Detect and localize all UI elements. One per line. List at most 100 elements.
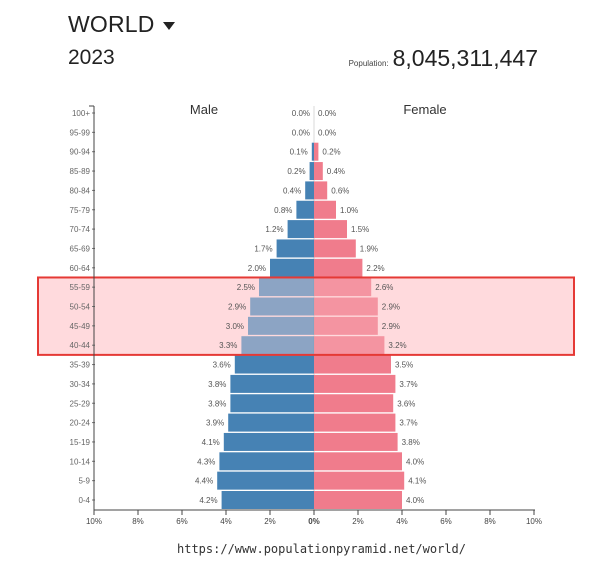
female-value-label: 3.5%: [395, 361, 413, 370]
age-group-label: 5-9: [78, 477, 90, 486]
female-bar: [314, 142, 319, 161]
age-group-label: 20-24: [70, 419, 91, 428]
male-value-label: 3.0%: [226, 322, 244, 331]
female-value-label: 4.0%: [406, 457, 424, 466]
male-bar: [230, 374, 314, 393]
population-label: Population:: [348, 59, 389, 68]
age-group-label: 95-99: [70, 128, 91, 137]
x-axis-tick-label: 6%: [440, 517, 452, 526]
female-bar: [314, 355, 391, 374]
male-bar: [276, 239, 314, 258]
female-value-label: 0.0%: [318, 109, 336, 118]
age-group-label: 55-59: [70, 283, 91, 292]
female-bar: [314, 336, 385, 355]
male-value-label: 3.8%: [208, 380, 226, 389]
age-group-label: 60-64: [70, 264, 91, 273]
dropdown-caret-icon: [162, 22, 175, 30]
male-value-label: 1.7%: [254, 244, 272, 253]
male-bar: [248, 316, 314, 335]
female-value-label: 0.0%: [318, 128, 336, 137]
region-selector[interactable]: WORLD: [68, 10, 175, 38]
age-group-label: 70-74: [70, 225, 91, 234]
male-bar: [217, 471, 314, 490]
female-value-label: 1.0%: [340, 206, 358, 215]
female-value-label: 3.7%: [399, 419, 417, 428]
female-value-label: 3.7%: [399, 380, 417, 389]
x-axis-tick-label: 0%: [308, 517, 320, 526]
female-bar: [314, 432, 398, 451]
female-bar: [314, 297, 378, 316]
male-bar: [305, 181, 314, 200]
female-value-label: 2.2%: [366, 264, 384, 273]
male-bar: [311, 142, 314, 161]
x-axis-tick-label: 2%: [352, 517, 364, 526]
x-axis-tick-label: 4%: [396, 517, 408, 526]
age-group-label: 80-84: [70, 186, 91, 195]
x-axis-tick-label: 8%: [132, 517, 144, 526]
female-bar: [314, 471, 405, 490]
female-value-label: 0.6%: [331, 186, 349, 195]
male-value-label: 4.1%: [202, 438, 220, 447]
female-value-label: 1.9%: [360, 244, 378, 253]
male-bar: [228, 413, 314, 432]
male-axis-title: Male: [190, 102, 218, 117]
male-bar: [219, 452, 314, 471]
female-bar: [314, 162, 323, 181]
male-value-label: 3.9%: [206, 419, 224, 428]
male-value-label: 0.1%: [290, 148, 308, 157]
male-value-label: 2.9%: [228, 303, 246, 312]
x-axis-tick-label: 4%: [220, 517, 232, 526]
female-value-label: 3.6%: [397, 399, 415, 408]
age-group-label: 25-29: [70, 399, 91, 408]
male-value-label: 0.4%: [283, 186, 301, 195]
age-group-label: 15-19: [70, 438, 91, 447]
female-value-label: 4.0%: [406, 496, 424, 505]
male-value-label: 0.8%: [274, 206, 292, 215]
male-bar: [223, 432, 314, 451]
age-group-label: 30-34: [70, 380, 91, 389]
female-bar: [314, 374, 396, 393]
male-value-label: 3.6%: [213, 361, 231, 370]
female-value-label: 2.6%: [375, 283, 393, 292]
male-value-label: 4.3%: [197, 457, 215, 466]
male-bar: [296, 200, 314, 219]
male-bar: [234, 355, 314, 374]
male-value-label: 0.2%: [287, 167, 305, 176]
year-label: 2023: [68, 46, 115, 69]
female-value-label: 4.1%: [408, 477, 426, 486]
male-value-label: 4.4%: [195, 477, 213, 486]
age-group-label: 90-94: [70, 148, 91, 157]
age-group-label: 10-14: [70, 457, 91, 466]
region-name: WORLD: [68, 11, 155, 37]
female-value-label: 0.2%: [322, 148, 340, 157]
male-value-label: 2.0%: [248, 264, 266, 273]
female-value-label: 0.4%: [327, 167, 345, 176]
male-value-label: 3.8%: [208, 399, 226, 408]
male-bar: [287, 220, 314, 239]
highlight-box: [37, 276, 575, 356]
age-group-label: 50-54: [70, 303, 91, 312]
female-bar: [314, 220, 347, 239]
female-axis-title: Female: [403, 102, 446, 117]
male-bar: [270, 258, 314, 277]
age-group-label: 100+: [72, 109, 90, 118]
age-group-label: 0-4: [78, 496, 90, 505]
female-value-label: 1.5%: [351, 225, 369, 234]
male-bar: [221, 491, 314, 509]
x-axis-tick-label: 10%: [86, 517, 102, 526]
female-bar: [314, 413, 396, 432]
x-axis-tick-label: 2%: [264, 517, 276, 526]
female-bar: [314, 278, 372, 297]
male-bar: [241, 336, 314, 355]
male-value-label: 3.3%: [219, 341, 237, 350]
male-bar: [309, 162, 314, 181]
male-bar: [250, 297, 314, 316]
male-bar: [230, 394, 314, 413]
male-value-label: 0.0%: [292, 128, 310, 137]
age-group-label: 75-79: [70, 206, 91, 215]
female-bar: [314, 181, 328, 200]
age-group-label: 45-49: [70, 322, 91, 331]
female-bar: [314, 491, 402, 509]
